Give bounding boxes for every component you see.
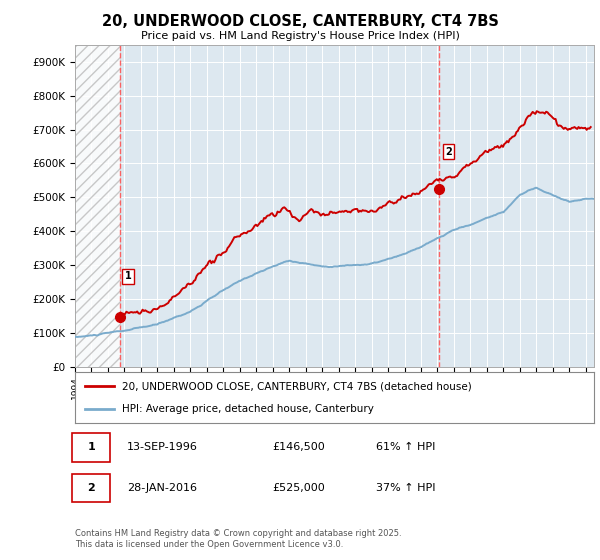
Text: 1: 1 — [87, 442, 95, 452]
Text: Contains HM Land Registry data © Crown copyright and database right 2025.
This d: Contains HM Land Registry data © Crown c… — [75, 529, 401, 549]
FancyBboxPatch shape — [73, 474, 110, 502]
Text: 37% ↑ HPI: 37% ↑ HPI — [376, 483, 436, 493]
Text: 2: 2 — [445, 147, 452, 157]
Text: 28-JAN-2016: 28-JAN-2016 — [127, 483, 197, 493]
Text: 2: 2 — [87, 483, 95, 493]
Text: 20, UNDERWOOD CLOSE, CANTERBURY, CT4 7BS (detached house): 20, UNDERWOOD CLOSE, CANTERBURY, CT4 7BS… — [122, 381, 472, 391]
Text: 13-SEP-1996: 13-SEP-1996 — [127, 442, 198, 452]
Text: Price paid vs. HM Land Registry's House Price Index (HPI): Price paid vs. HM Land Registry's House … — [140, 31, 460, 41]
Text: 61% ↑ HPI: 61% ↑ HPI — [376, 442, 436, 452]
Text: £146,500: £146,500 — [272, 442, 325, 452]
Text: HPI: Average price, detached house, Canterbury: HPI: Average price, detached house, Cant… — [122, 404, 374, 414]
Text: 1: 1 — [125, 272, 131, 282]
Bar — [75, 45, 119, 367]
Text: 20, UNDERWOOD CLOSE, CANTERBURY, CT4 7BS: 20, UNDERWOOD CLOSE, CANTERBURY, CT4 7BS — [101, 14, 499, 29]
FancyBboxPatch shape — [73, 433, 110, 461]
Text: £525,000: £525,000 — [272, 483, 325, 493]
